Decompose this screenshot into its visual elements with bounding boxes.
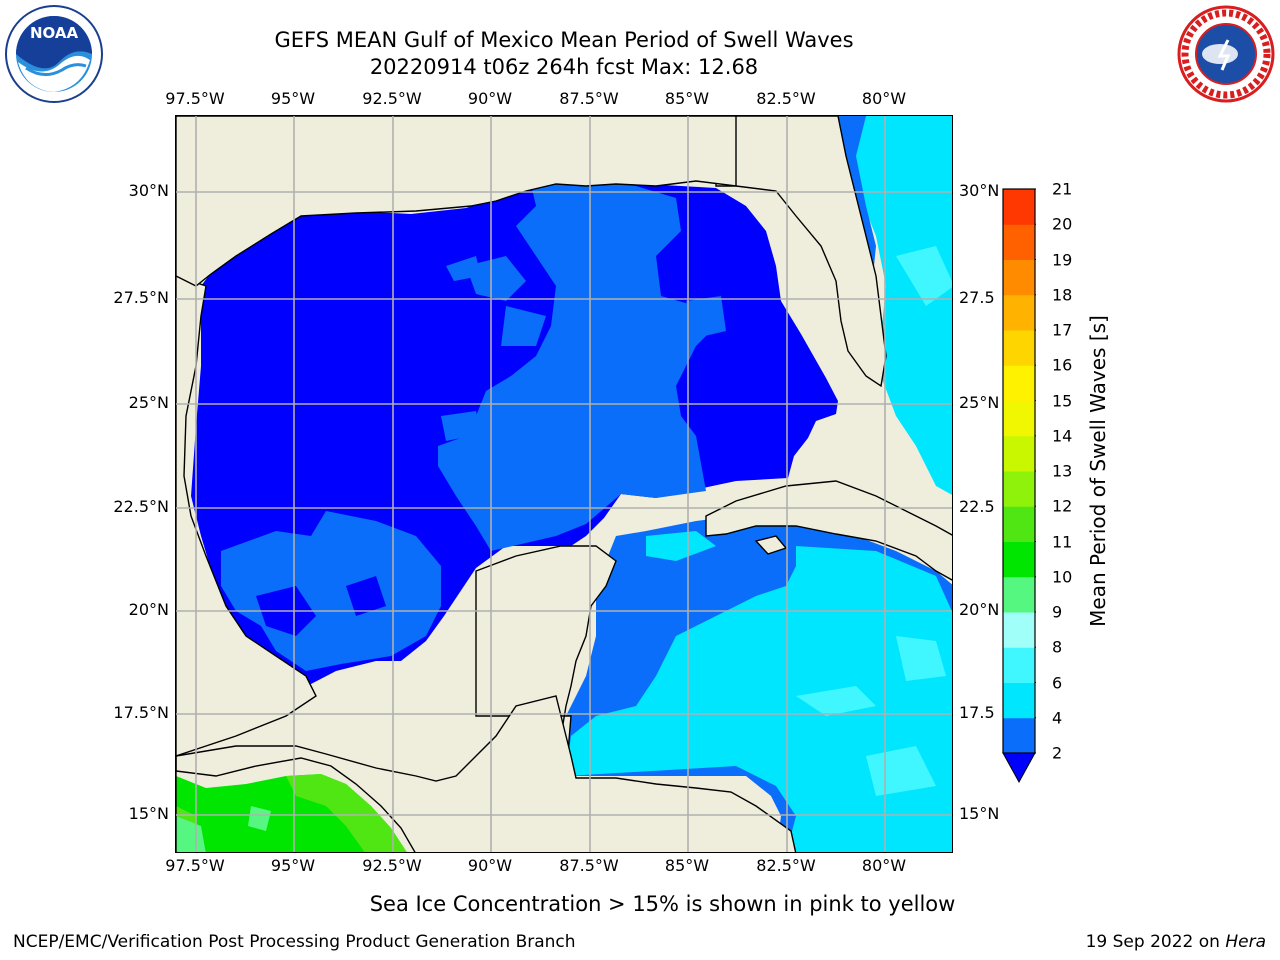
- lon-label: 92.5°W: [362, 856, 422, 875]
- colorbar-segment: [1003, 647, 1035, 683]
- colorbar-tick-label: 18: [1052, 285, 1073, 305]
- colorbar-segment: [1003, 224, 1035, 260]
- colorbar: [1002, 188, 1036, 783]
- lon-label: 95°W: [270, 89, 316, 108]
- colorbar-tick-label: 15: [1052, 391, 1073, 410]
- colorbar-tick-label: 17: [1052, 320, 1073, 340]
- footer-host: Hera: [1225, 932, 1266, 952]
- colorbar-tick-label: 4: [1052, 708, 1063, 728]
- lat-label: 22.5°N: [113, 497, 169, 516]
- colorbar-title: Mean Period of Swell Waves [s]: [1086, 315, 1110, 627]
- colorbar-segment: [1003, 506, 1035, 542]
- sea-ice-note: Sea Ice Concentration > 15% is shown in …: [369, 892, 956, 916]
- svg-text:NOAA: NOAA: [30, 24, 79, 42]
- lon-label: 87.5°W: [559, 89, 619, 108]
- colorbar-tick-label: 2: [1052, 743, 1063, 763]
- colorbar-segment: [1003, 259, 1035, 296]
- colorbar-segment: [1003, 612, 1035, 648]
- footer-date: 19 Sep 2022 on: [1085, 932, 1226, 952]
- lat-label: 20°N: [959, 600, 1000, 619]
- swell-2-4s-patches: [221, 178, 726, 671]
- lon-label: 85°W: [664, 89, 710, 108]
- colorbar-segment: [1003, 294, 1035, 331]
- colorbar-tick-label: 20: [1052, 214, 1073, 234]
- colorbar-segment: [1003, 717, 1035, 754]
- lon-label: 87.5°W: [559, 856, 619, 875]
- lon-label: 90°W: [467, 89, 513, 108]
- lon-label: 80°W: [861, 89, 907, 108]
- colorbar-tick-label: 8: [1052, 637, 1063, 657]
- swell-4-6s-patches: [566, 116, 952, 852]
- lat-label: 25°N: [959, 393, 1000, 412]
- lat-label: 27.5°N: [113, 288, 169, 307]
- gulf-map: [176, 116, 952, 852]
- colorbar-segment: [1003, 189, 1035, 225]
- lat-label: 27.5: [959, 288, 995, 307]
- map-panel: [175, 115, 953, 853]
- plot-title: GEFS MEAN Gulf of Mexico Mean Period of …: [274, 28, 854, 52]
- lat-label: 15°N: [959, 804, 1000, 823]
- colorbar-segment: [1003, 435, 1035, 472]
- colorbar-outline: [1002, 188, 1036, 754]
- colorbar-segment: [1003, 365, 1035, 401]
- mexico-west-land: [176, 116, 317, 852]
- land-masses: [176, 116, 952, 852]
- lat-label: 17.5: [959, 703, 995, 722]
- lon-label: 92.5°W: [362, 89, 422, 108]
- colorbar-tick-label: 9: [1052, 602, 1063, 622]
- colorbar-segment: [1003, 682, 1035, 719]
- lat-label: 25°N: [128, 393, 169, 412]
- colorbar-segment: [1003, 471, 1035, 507]
- colorbar-tick-label: 10: [1052, 567, 1073, 587]
- graticule: [176, 116, 952, 852]
- swell-9-10s-patches: [176, 806, 271, 852]
- footer-credit: NCEP/EMC/Verification Post Processing Pr…: [13, 932, 576, 952]
- swell-6-8s-patches: [796, 246, 952, 796]
- swell-lt2s-patches: [256, 576, 386, 636]
- lon-label: 90°W: [467, 856, 513, 875]
- colorbar-tick-label: 12: [1052, 496, 1073, 516]
- cuba-land: [705, 480, 952, 581]
- colorbar-tick-label: 21: [1052, 179, 1073, 199]
- footer-timestamp: 19 Sep 2022 on Hera: [1086, 932, 1266, 952]
- florida-land: [715, 116, 887, 388]
- us-gulf-coast-land: [176, 116, 737, 287]
- lat-label: 17.5°N: [113, 703, 169, 722]
- colorbar-segment: [1003, 330, 1035, 366]
- lon-label: 82.5°W: [756, 856, 816, 875]
- lon-label: 82.5°W: [756, 89, 816, 108]
- colorbar-tick-label: 11: [1052, 532, 1073, 551]
- lon-label: 80°W: [861, 856, 907, 875]
- noaa-logo: NOAA: [5, 5, 103, 103]
- colorbar-segment: [1003, 576, 1035, 613]
- lon-label: 97.5°W: [165, 856, 225, 875]
- colorbar-tick-label: 13: [1052, 461, 1073, 481]
- colorbar-tick-label: 19: [1052, 250, 1073, 269]
- lat-label: 30°N: [128, 181, 169, 200]
- lat-label: 20°N: [128, 600, 169, 619]
- nws-logo: [1177, 5, 1275, 103]
- colorbar-tick-label: 14: [1052, 426, 1073, 446]
- lon-label: 97.5°W: [165, 89, 225, 108]
- jamaica-land: [754, 535, 788, 555]
- central-america-land: [176, 695, 797, 852]
- colorbar-tick-label: 6: [1052, 673, 1063, 692]
- colorbar-segment: [1003, 541, 1035, 578]
- colorbar-segments: [1003, 188, 1036, 754]
- colorbar-tick-label: 16: [1052, 355, 1073, 375]
- lon-label: 85°W: [664, 856, 710, 875]
- lat-label: 22.5: [959, 497, 995, 516]
- lon-label: 95°W: [270, 856, 316, 875]
- lat-label: 15°N: [128, 804, 169, 823]
- plot-subtitle: 20220914 t06z 264h fcst Max: 12.68: [369, 55, 759, 79]
- colorbar-extend-arrow: [1002, 752, 1036, 783]
- lat-label: 30°N: [959, 181, 1000, 200]
- colorbar-segment: [1003, 400, 1035, 437]
